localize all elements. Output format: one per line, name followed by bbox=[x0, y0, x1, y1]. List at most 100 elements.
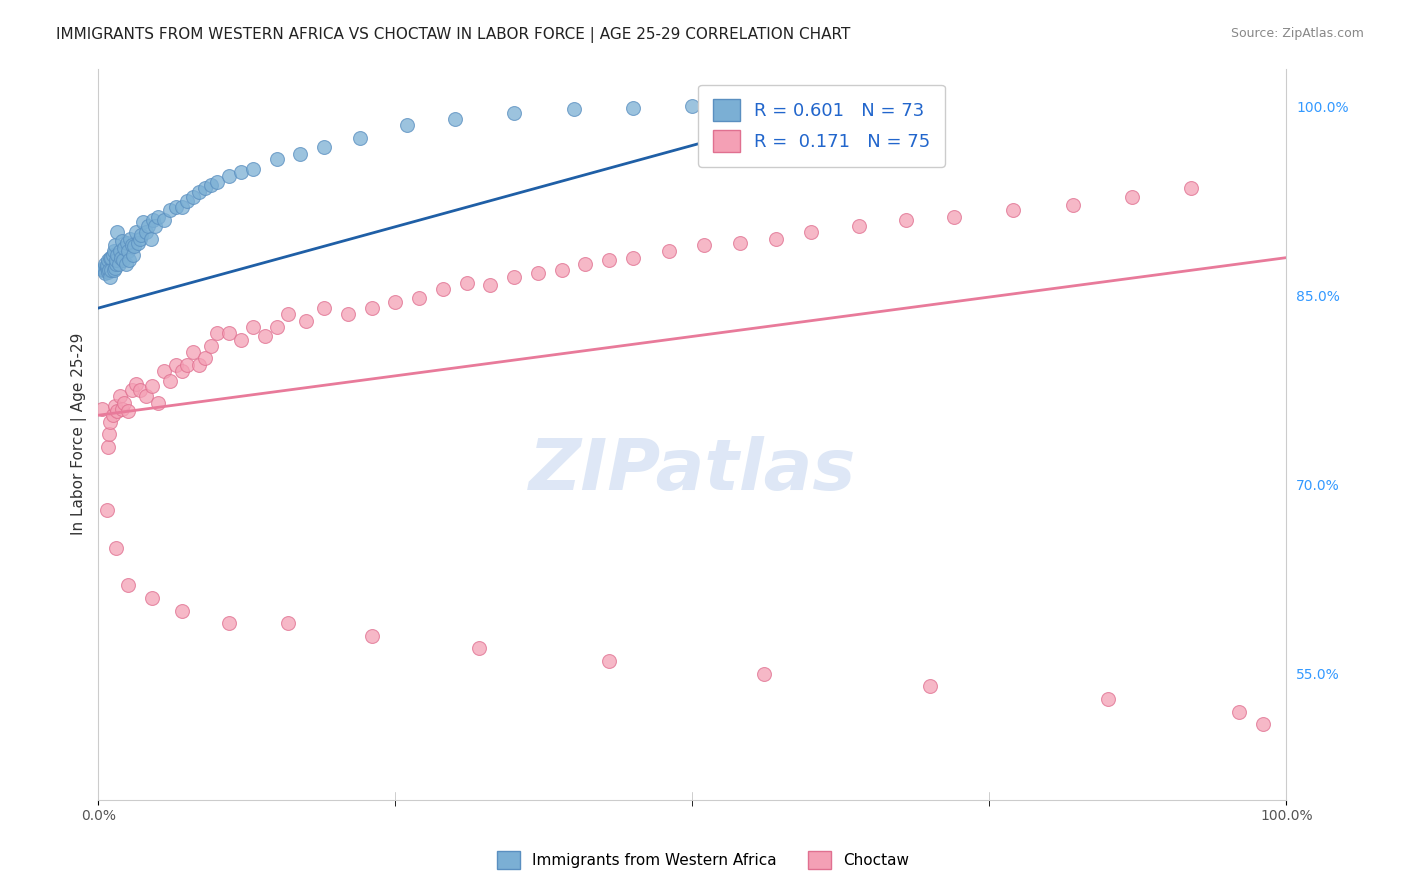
Point bbox=[693, 238, 716, 252]
Point bbox=[101, 409, 124, 423]
Point bbox=[110, 251, 132, 265]
Point bbox=[200, 339, 222, 353]
Point bbox=[229, 165, 252, 179]
Y-axis label: In Labor Force | Age 25-29: In Labor Force | Age 25-29 bbox=[72, 333, 87, 535]
Point bbox=[1180, 181, 1202, 195]
Point bbox=[104, 238, 127, 252]
Point bbox=[360, 629, 382, 643]
Point bbox=[336, 307, 359, 321]
Point bbox=[183, 345, 205, 359]
Point bbox=[1121, 190, 1143, 204]
Point bbox=[848, 219, 870, 233]
Point bbox=[467, 641, 489, 656]
Point bbox=[97, 264, 120, 278]
Point bbox=[129, 232, 152, 246]
Point bbox=[114, 257, 136, 271]
Point bbox=[1097, 692, 1119, 706]
Point bbox=[132, 215, 155, 229]
Point bbox=[681, 99, 703, 113]
Point bbox=[942, 211, 965, 225]
Point bbox=[105, 404, 128, 418]
Point bbox=[194, 181, 217, 195]
Point bbox=[98, 269, 121, 284]
Point bbox=[107, 257, 129, 271]
Point bbox=[139, 232, 162, 246]
Point bbox=[432, 282, 454, 296]
Point bbox=[152, 212, 174, 227]
Point bbox=[152, 364, 174, 378]
Point bbox=[94, 266, 117, 280]
Point bbox=[108, 389, 131, 403]
Point bbox=[129, 383, 152, 397]
Point bbox=[165, 358, 187, 372]
Point bbox=[503, 269, 526, 284]
Point bbox=[98, 427, 121, 442]
Point bbox=[121, 238, 143, 252]
Point bbox=[800, 226, 823, 240]
Point bbox=[598, 253, 620, 268]
Point bbox=[551, 263, 574, 277]
Point bbox=[277, 307, 299, 321]
Point bbox=[146, 395, 169, 409]
Point bbox=[266, 320, 288, 334]
Point bbox=[598, 654, 620, 668]
Point bbox=[127, 235, 149, 250]
Point bbox=[479, 278, 502, 293]
Point bbox=[135, 389, 157, 403]
Point bbox=[183, 190, 205, 204]
Point bbox=[229, 333, 252, 347]
Point bbox=[242, 162, 264, 177]
Point bbox=[115, 235, 138, 250]
Point bbox=[93, 263, 115, 277]
Point bbox=[194, 351, 217, 366]
Point bbox=[1002, 202, 1025, 217]
Point bbox=[456, 276, 478, 290]
Point bbox=[105, 257, 128, 271]
Point bbox=[105, 541, 128, 555]
Point bbox=[574, 257, 596, 271]
Point bbox=[93, 260, 115, 275]
Point bbox=[205, 326, 228, 341]
Text: IMMIGRANTS FROM WESTERN AFRICA VS CHOCTAW IN LABOR FORCE | AGE 25-29 CORRELATION: IMMIGRANTS FROM WESTERN AFRICA VS CHOCTA… bbox=[56, 27, 851, 43]
Point bbox=[141, 379, 163, 393]
Point bbox=[114, 395, 136, 409]
Point bbox=[112, 253, 135, 268]
Point bbox=[103, 244, 125, 259]
Text: Source: ZipAtlas.com: Source: ZipAtlas.com bbox=[1230, 27, 1364, 40]
Point bbox=[1251, 717, 1274, 731]
Point bbox=[188, 185, 211, 199]
Point bbox=[96, 260, 118, 275]
Point bbox=[621, 101, 644, 115]
Point bbox=[141, 591, 163, 605]
Point bbox=[562, 102, 585, 116]
Point bbox=[114, 241, 136, 255]
Point bbox=[145, 219, 167, 233]
Point bbox=[290, 147, 312, 161]
Point bbox=[91, 263, 114, 277]
Point bbox=[621, 251, 644, 265]
Point bbox=[896, 212, 918, 227]
Point bbox=[117, 578, 139, 592]
Point bbox=[253, 328, 276, 343]
Point bbox=[266, 153, 288, 167]
Point bbox=[159, 374, 181, 388]
Point bbox=[125, 226, 148, 240]
Point bbox=[142, 212, 165, 227]
Point bbox=[200, 178, 222, 192]
Point bbox=[100, 263, 122, 277]
Point bbox=[527, 266, 550, 280]
Point bbox=[349, 131, 371, 145]
Point bbox=[1227, 705, 1250, 719]
Point bbox=[277, 616, 299, 631]
Point bbox=[205, 175, 228, 189]
Point bbox=[121, 248, 143, 262]
Point bbox=[101, 248, 124, 262]
Point bbox=[129, 227, 152, 242]
Point bbox=[105, 226, 128, 240]
Point bbox=[384, 294, 406, 309]
Point bbox=[136, 219, 159, 233]
Point bbox=[1062, 197, 1084, 211]
Point bbox=[176, 194, 198, 208]
Point bbox=[105, 253, 128, 268]
Point bbox=[98, 251, 121, 265]
